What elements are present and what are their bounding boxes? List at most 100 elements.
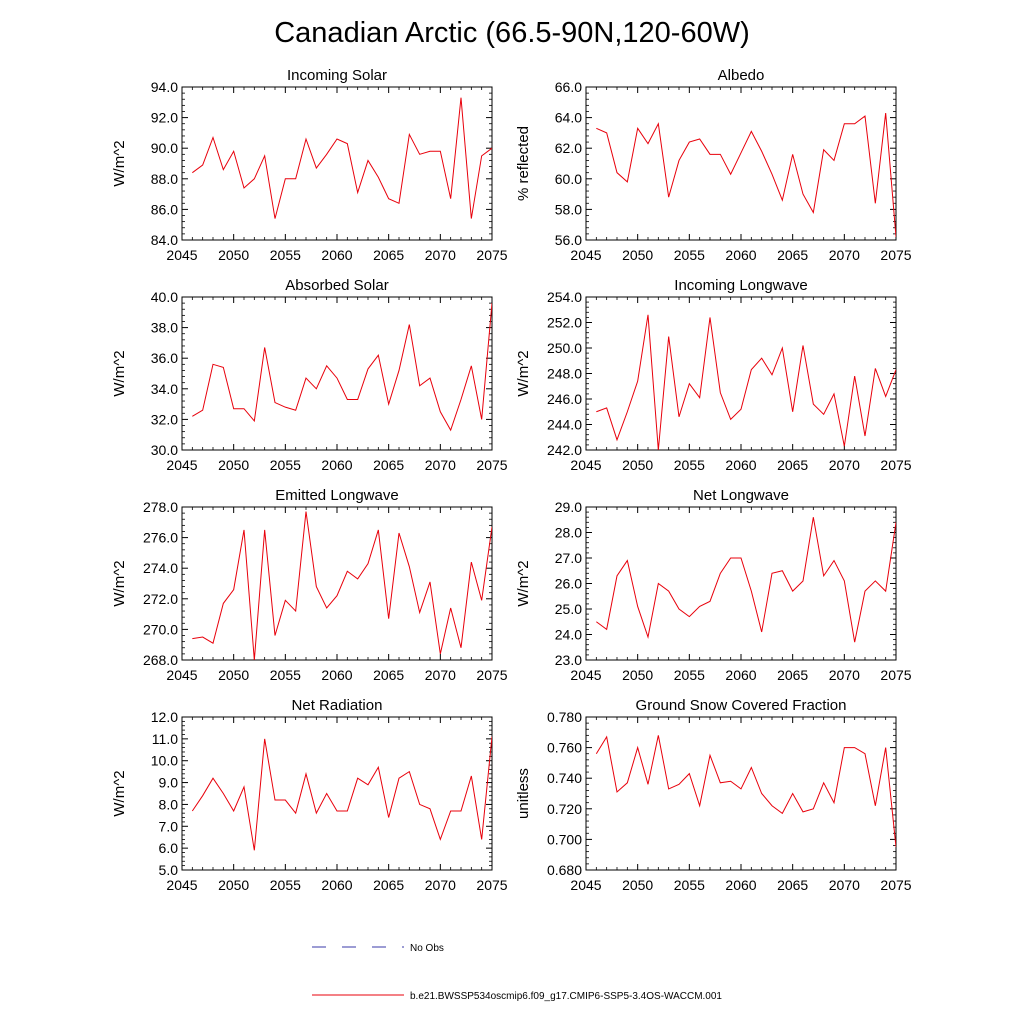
incoming-longwave-series-line: [596, 314, 896, 450]
emitted-longwave-title: Emitted Longwave: [275, 487, 398, 504]
net-longwave-ytick-label: 26.0: [555, 576, 582, 592]
incoming-longwave-ytick-label: 246.0: [547, 391, 582, 407]
albedo-xtick-label: 2070: [829, 247, 860, 263]
absorbed-solar-xtick-label: 2050: [218, 457, 249, 473]
net-radiation-xtick-label: 2045: [166, 877, 197, 893]
net-longwave-ytick-label: 25.0: [555, 601, 582, 617]
albedo-xtick-label: 2055: [674, 247, 705, 263]
albedo-series-line: [596, 112, 896, 237]
ground-snow-covered-fraction-xtick-label: 2065: [777, 877, 808, 893]
absorbed-solar-ytick-label: 36.0: [151, 350, 178, 366]
emitted-longwave-xtick-label: 2045: [166, 667, 197, 683]
incoming-solar-ytick-label: 90.0: [151, 140, 178, 156]
panel-incoming-solar: 84.0 86.0 88.0 90.0 92.0 94.0 2045 2050 2055 2060…: [111, 67, 508, 263]
incoming-solar-ylabel: W/m^2: [111, 140, 128, 186]
incoming-solar-ytick-label: 86.0: [151, 201, 178, 217]
incoming-longwave-ytick-label: 248.0: [547, 366, 582, 382]
panel-ground-snow-covered-fraction: 0.680 0.700 0.720 0.740 0.760 0.780 2045 2050 20…: [515, 697, 912, 893]
albedo-ytick-label: 64.0: [555, 110, 582, 126]
absorbed-solar-ytick-label: 32.0: [151, 411, 178, 427]
legend-obs-label: No Obs: [410, 943, 444, 954]
incoming-solar-xtick-label: 2070: [425, 247, 456, 263]
incoming-solar-ytick-label: 84.0: [151, 232, 178, 248]
albedo-ytick-label: 56.0: [555, 232, 582, 248]
albedo-ytick-label: 60.0: [555, 171, 582, 187]
net-longwave-ytick-label: 24.0: [555, 627, 582, 643]
panel-net-longwave: 23.0 24.0 25.0 26.0 27.0 28.0 29.0 2045 2050 2055…: [515, 487, 912, 683]
net-longwave-ytick-label: 27.0: [555, 550, 582, 566]
ground-snow-covered-fraction-ytick-label: 0.680: [547, 862, 582, 878]
emitted-longwave-xtick-label: 2065: [373, 667, 404, 683]
net-radiation-ytick-label: 12.0: [151, 709, 178, 725]
albedo-ylabel: % reflected: [515, 126, 532, 201]
absorbed-solar-xtick-label: 2070: [425, 457, 456, 473]
absorbed-solar-xtick-label: 2075: [476, 457, 507, 473]
net-radiation-xtick-label: 2055: [270, 877, 301, 893]
emitted-longwave-xtick-label: 2055: [270, 667, 301, 683]
emitted-longwave-ytick-label: 270.0: [143, 621, 178, 637]
net-longwave-xtick-label: 2065: [777, 667, 808, 683]
incoming-solar-frame: [181, 86, 493, 241]
net-longwave-xtick-label: 2055: [674, 667, 705, 683]
net-longwave-ylabel: W/m^2: [515, 560, 532, 606]
legend-model-label: b.e21.BWSSP534oscmip6.f09_g17.CMIP6-SSP5…: [410, 991, 722, 1002]
albedo-ytick-label: 62.0: [555, 140, 582, 156]
legend: No Obs b.e21.BWSSP534oscmip6.f09_g17.CMI…: [312, 943, 722, 1002]
net-radiation-ytick-label: 7.0: [159, 818, 179, 834]
net-radiation-xtick-label: 2070: [425, 877, 456, 893]
net-longwave-title: Net Longwave: [693, 487, 789, 504]
albedo-xtick-label: 2060: [725, 247, 756, 263]
incoming-longwave-xtick-label: 2055: [674, 457, 705, 473]
incoming-solar-xtick-label: 2050: [218, 247, 249, 263]
net-longwave-ytick-label: 29.0: [555, 499, 582, 515]
albedo-xtick-label: 2075: [880, 247, 911, 263]
ground-snow-covered-fraction-ylabel: unitless: [515, 768, 532, 819]
absorbed-solar-ytick-label: 38.0: [151, 320, 178, 336]
absorbed-solar-ytick-label: 40.0: [151, 289, 178, 305]
incoming-longwave-ytick-label: 242.0: [547, 442, 582, 458]
ground-snow-covered-fraction-xtick-label: 2050: [622, 877, 653, 893]
ground-snow-covered-fraction-ytick-label: 0.780: [547, 709, 582, 725]
ground-snow-covered-fraction-frame: [585, 716, 897, 871]
incoming-solar-xtick-label: 2055: [270, 247, 301, 263]
ground-snow-covered-fraction-title: Ground Snow Covered Fraction: [636, 697, 847, 714]
emitted-longwave-xtick-label: 2050: [218, 667, 249, 683]
incoming-solar-xtick-label: 2060: [321, 247, 352, 263]
absorbed-solar-xtick-label: 2055: [270, 457, 301, 473]
page-title: Canadian Arctic (66.5-90N,120-60W): [274, 17, 750, 49]
net-longwave-ytick-label: 23.0: [555, 652, 582, 668]
incoming-longwave-xtick-label: 2070: [829, 457, 860, 473]
net-radiation-ytick-label: 10.0: [151, 753, 178, 769]
net-radiation-xtick-label: 2060: [321, 877, 352, 893]
incoming-longwave-xtick-label: 2045: [570, 457, 601, 473]
emitted-longwave-ytick-label: 278.0: [143, 499, 178, 515]
panel-incoming-longwave: 242.0 244.0 246.0 248.0 250.0 252.0 254.0 2045 2…: [515, 277, 912, 473]
ground-snow-covered-fraction-xtick-label: 2060: [725, 877, 756, 893]
incoming-longwave-frame: [585, 296, 897, 451]
panel-grid: 84.0 86.0 88.0 90.0 92.0 94.0 2045 2050 2055 2060…: [111, 67, 912, 893]
emitted-longwave-ytick-label: 272.0: [143, 591, 178, 607]
incoming-longwave-xtick-label: 2075: [880, 457, 911, 473]
incoming-solar-ytick-label: 94.0: [151, 79, 178, 95]
incoming-longwave-xtick-label: 2050: [622, 457, 653, 473]
incoming-longwave-ytick-label: 244.0: [547, 417, 582, 433]
ground-snow-covered-fraction-xtick-label: 2055: [674, 877, 705, 893]
absorbed-solar-ylabel: W/m^2: [111, 350, 128, 396]
emitted-longwave-xtick-label: 2075: [476, 667, 507, 683]
emitted-longwave-frame: [181, 506, 493, 661]
net-radiation-ytick-label: 6.0: [159, 840, 179, 856]
albedo-ytick-label: 58.0: [555, 201, 582, 217]
emitted-longwave-ylabel: W/m^2: [111, 560, 128, 606]
incoming-longwave-xtick-label: 2065: [777, 457, 808, 473]
albedo-xtick-label: 2065: [777, 247, 808, 263]
incoming-longwave-ytick-label: 252.0: [547, 315, 582, 331]
net-radiation-frame: [181, 716, 493, 871]
absorbed-solar-xtick-label: 2045: [166, 457, 197, 473]
incoming-longwave-xtick-label: 2060: [725, 457, 756, 473]
net-longwave-xtick-label: 2045: [570, 667, 601, 683]
incoming-longwave-ytick-label: 254.0: [547, 289, 582, 305]
emitted-longwave-xtick-label: 2070: [425, 667, 456, 683]
emitted-longwave-ytick-label: 268.0: [143, 652, 178, 668]
